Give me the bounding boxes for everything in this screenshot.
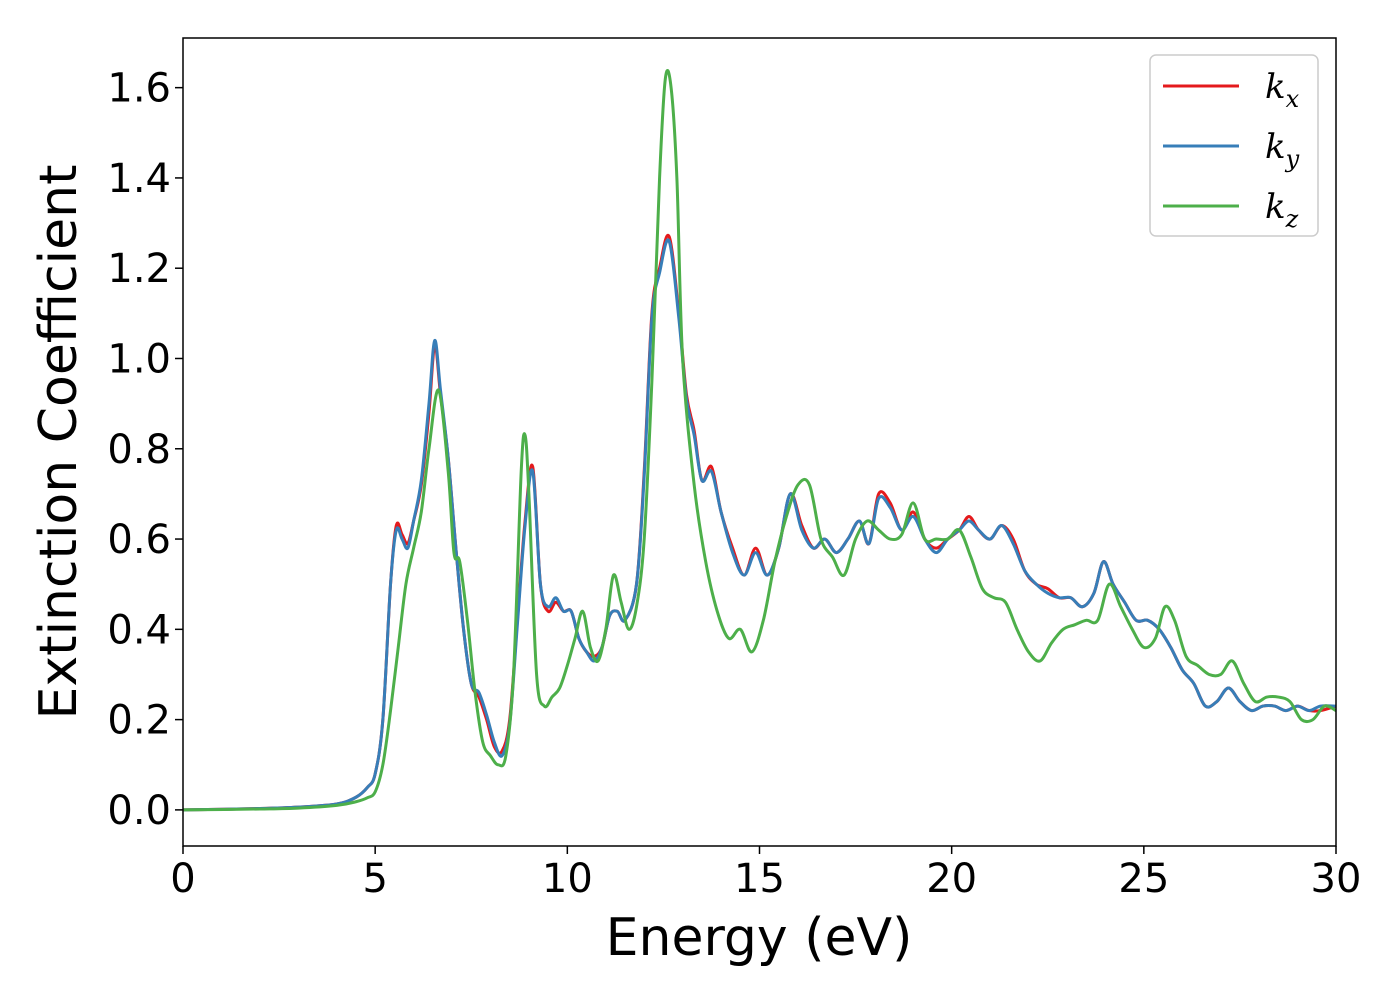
- x-tick-label: 10: [542, 856, 593, 902]
- y-tick-label: 1.4: [107, 156, 171, 202]
- y-tick-label: 0.0: [107, 788, 171, 834]
- legend: kx ky kz: [1149, 54, 1319, 237]
- series-line-z: [183, 69, 1336, 812]
- y-tick-label: 0.2: [107, 698, 171, 744]
- x-tick-label: 15: [734, 856, 785, 902]
- y-tick-label: 0.8: [107, 427, 171, 473]
- y-tick-label: 0.4: [107, 607, 171, 653]
- x-tick-label: 25: [1118, 856, 1169, 902]
- y-tick-label: 1.6: [107, 66, 171, 112]
- y-tick-label: 0.6: [107, 517, 171, 563]
- y-tick-label: 1.0: [107, 336, 171, 382]
- y-axis: 0.0 0.2 0.4 0.6 0.8 1.0 1.2 1.4 1.6: [107, 66, 183, 834]
- x-axis-label: Energy (eV): [606, 908, 913, 968]
- x-tick-label: 5: [362, 856, 387, 902]
- legend-label-z: kz: [1265, 187, 1299, 233]
- y-tick-label: 1.2: [107, 246, 171, 292]
- y-axis-label: Extinction Coefficient: [29, 165, 89, 720]
- x-tick-label: 30: [1311, 856, 1362, 902]
- x-axis: 0 5 10 15 20 25 30: [170, 846, 1361, 902]
- legend-label-x: kx: [1265, 67, 1300, 113]
- legend-label-y: ky: [1265, 127, 1300, 173]
- x-tick-label: 20: [926, 856, 977, 902]
- series-layer: [183, 69, 1336, 812]
- x-tick-label: 0: [170, 856, 195, 902]
